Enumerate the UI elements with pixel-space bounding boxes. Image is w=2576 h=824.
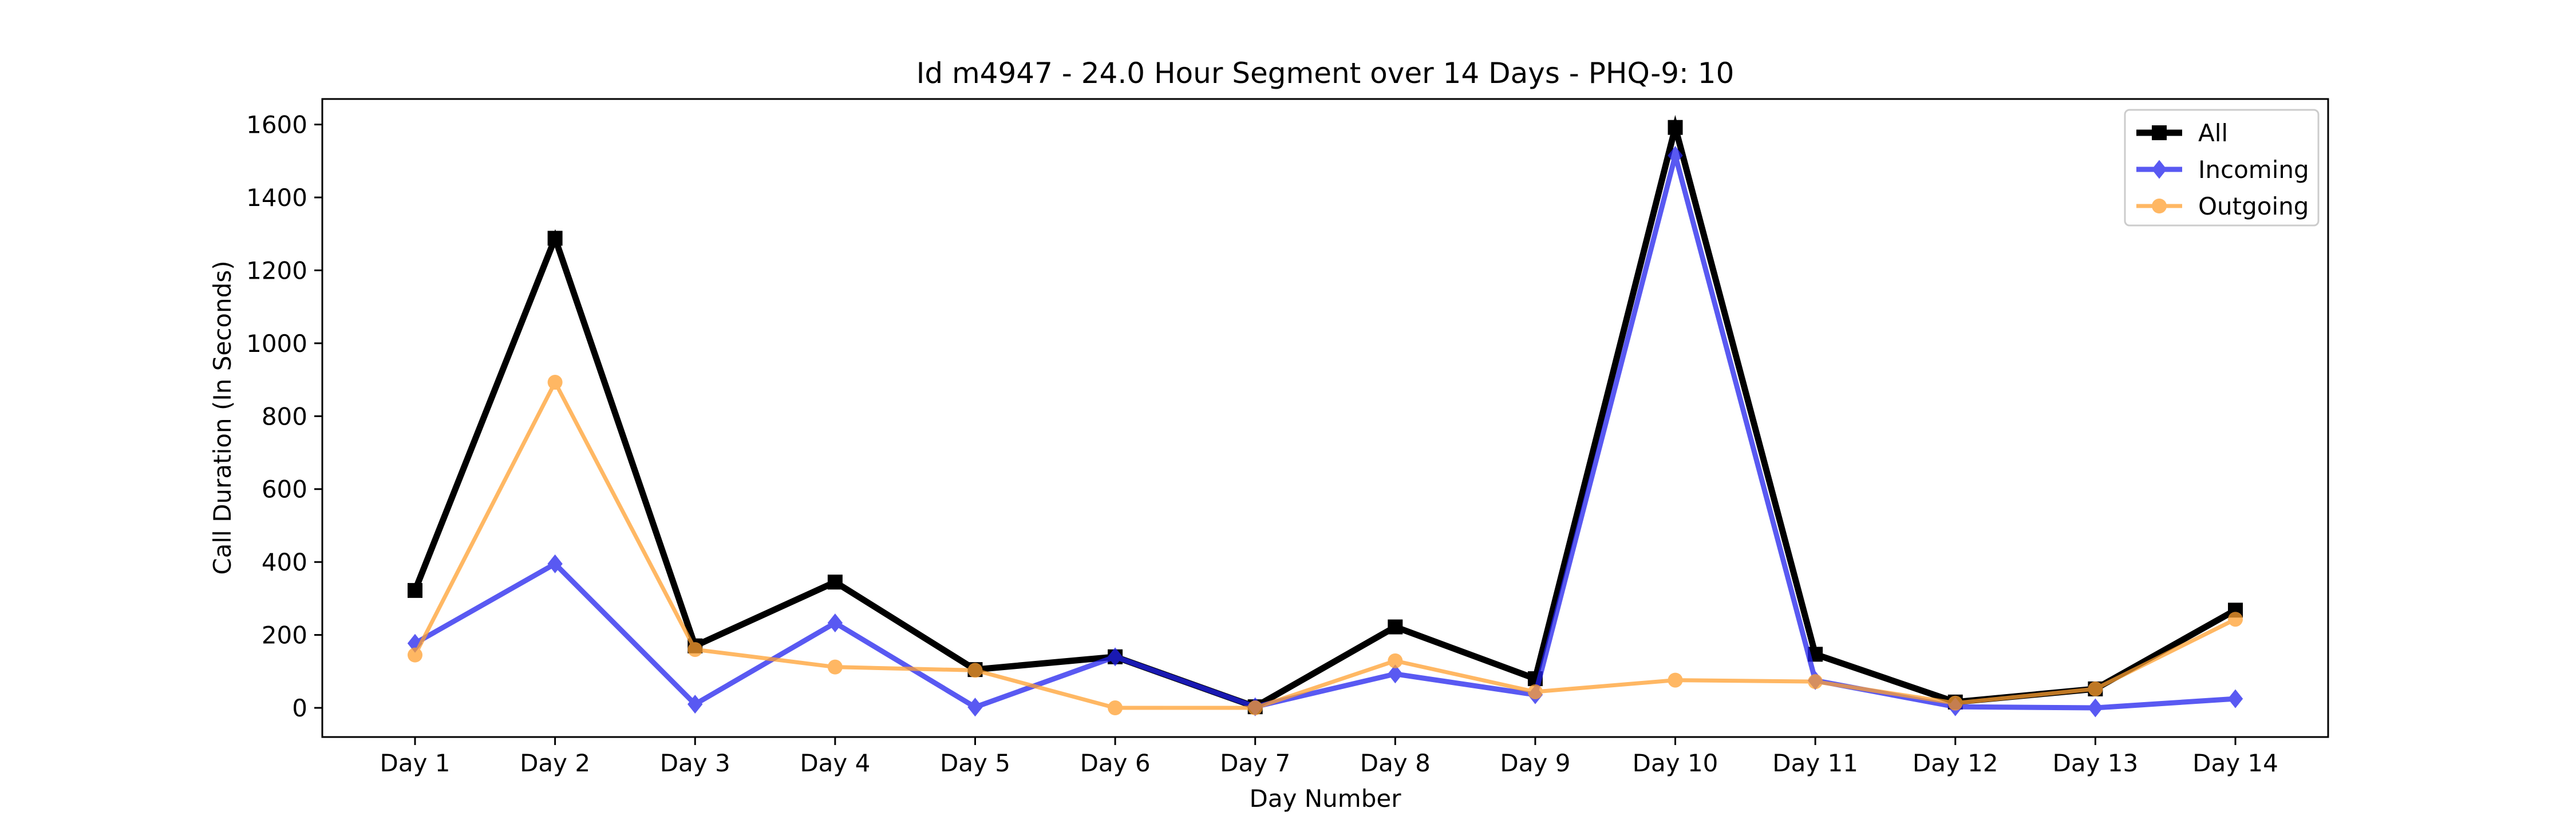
data-point [1527,684,1543,699]
data-point [1388,653,1403,668]
x-tick-label: Day 14 [2192,749,2278,777]
data-point [1388,619,1403,635]
x-axis-label: Day Number [1249,785,1401,813]
y-tick-label: 600 [262,476,307,504]
data-point [408,647,422,663]
data-point [827,613,843,633]
x-tick-label: Day 4 [800,749,870,777]
x-tick-label: Day 8 [1360,749,1431,777]
x-tick-label: Day 6 [1080,749,1151,777]
x-tick-label: Day 2 [520,749,590,777]
plot-area [407,114,2243,718]
data-point [408,583,422,598]
legend-box [2124,109,2320,227]
data-point [547,231,563,246]
series-line [412,114,2237,711]
y-tick-label: 1400 [246,184,307,212]
legend-entry [2136,199,2182,213]
data-point [827,575,843,590]
data-point [2228,612,2243,627]
legend-label: All [2198,119,2228,147]
y-tick-label: 800 [262,402,307,430]
x-tick-label: Day 12 [1913,749,1998,777]
legend-marker [2152,125,2167,140]
legend-marker [2151,160,2167,179]
x-axis: Day 1 Day 2 Day 3 Day 4 Day 5 Day 6 Day 7 Day 8… [380,737,2278,777]
data-point [688,642,703,657]
x-tick-label: Day 1 [380,749,450,777]
x-tick-label: Day 7 [1220,749,1290,777]
y-tick-label: 0 [292,694,307,722]
data-point [547,554,563,573]
data-point [1668,672,1683,688]
data-point [1108,700,1123,716]
data-point [1668,146,1683,165]
y-axis: 0 200 400 600 800 1000 1200 1400 1600 [246,111,322,722]
data-point [547,375,563,390]
data-point [1668,120,1683,135]
legend-marker [2152,199,2167,213]
data-point [2088,681,2103,696]
series-line [413,145,2236,711]
data-point [1388,664,1403,684]
x-tick-label: Day 13 [2053,749,2139,777]
x-tick-label: Day 9 [1500,749,1570,777]
x-tick-label: Day 10 [1633,749,1718,777]
data-point [688,695,703,714]
y-tick-label: 1000 [246,330,307,358]
data-point [2088,698,2103,718]
x-tick-label: Day 5 [940,749,1010,777]
data-point [967,663,983,678]
data-point [1247,700,1263,716]
legend-label: Outgoing [2198,192,2309,220]
chart-title: Id m4947 - 24.0 Hour Segment over 14 Day… [916,57,1735,90]
y-tick-label: 1200 [246,256,307,284]
x-tick-label: Day 3 [660,749,730,777]
series-outgoing [408,375,2243,716]
y-tick-label: 400 [262,548,307,576]
data-point [967,698,983,717]
data-point [1808,674,1823,690]
y-tick-label: 1600 [246,111,307,139]
data-point [2227,689,2243,708]
y-axis-label: Call Duration (In Seconds) [208,260,236,575]
data-point [1107,647,1123,667]
legend-label: Incoming [2198,156,2309,184]
plot-frame [321,98,2329,738]
y-tick-label: 200 [262,621,307,649]
data-point [827,659,843,675]
series-line [413,378,2237,710]
legend-entry [2136,160,2182,179]
legend: All Incoming Outgoing [2124,109,2320,227]
legend-entry [2136,125,2182,140]
data-point [1947,695,1963,711]
x-tick-label: Day 11 [1772,749,1858,777]
